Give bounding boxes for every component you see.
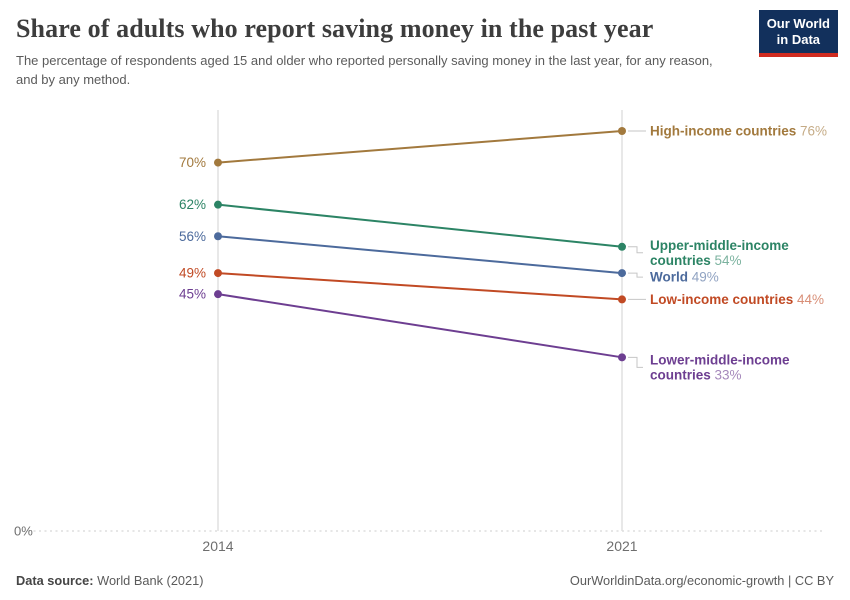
- x-tick-label-2021: 2021: [606, 538, 637, 554]
- data-point-start[interactable]: [214, 158, 222, 167]
- series-line[interactable]: [217, 293, 623, 359]
- y-axis-zero-label: 0%: [14, 524, 33, 539]
- series-line[interactable]: [217, 203, 623, 248]
- label-connector: [628, 246, 643, 254]
- series-line[interactable]: [217, 272, 623, 301]
- footer-links: OurWorldinData.org/economic-growth | CC …: [570, 573, 834, 588]
- data-source-value: World Bank (2021): [97, 573, 204, 588]
- series-label[interactable]: World 49%: [650, 270, 719, 285]
- data-source-label: Data source:: [16, 573, 94, 588]
- series-line[interactable]: [217, 235, 623, 275]
- series-label[interactable]: Upper-middle-income countries 54%: [650, 238, 789, 268]
- x-tick-label-2014: 2014: [202, 538, 233, 554]
- series-start-value-label: 45%: [179, 287, 206, 302]
- data-point-end[interactable]: [618, 242, 626, 251]
- series-label[interactable]: Lower-middle-income countries 33%: [650, 352, 790, 382]
- series-start-value-label: 62%: [179, 197, 206, 212]
- license-link[interactable]: CC BY: [794, 573, 834, 588]
- data-point-end[interactable]: [618, 126, 626, 135]
- data-point-start[interactable]: [214, 269, 222, 278]
- data-point-end[interactable]: [618, 353, 626, 362]
- series-low-income-countries: 49% Low-income countries 44%: [179, 266, 824, 307]
- data-point-start[interactable]: [214, 290, 222, 299]
- series-start-value-label: 56%: [179, 229, 206, 244]
- owid-logo-line2: in Data: [776, 32, 821, 48]
- data-source: Data source: World Bank (2021): [16, 573, 204, 588]
- data-point-start[interactable]: [214, 232, 222, 241]
- series-start-value-label: 49%: [179, 266, 206, 281]
- chart-header: Share of adults who report saving money …: [0, 0, 850, 90]
- data-point-end[interactable]: [618, 269, 626, 278]
- series-label[interactable]: Low-income countries 44%: [650, 292, 824, 307]
- data-point-end[interactable]: [618, 295, 626, 304]
- owid-logo[interactable]: Our World in Data: [758, 10, 838, 57]
- page-title: Share of adults who report saving money …: [16, 14, 654, 43]
- label-connector: [628, 272, 643, 278]
- chart-subtitle: The percentage of respondents aged 15 an…: [16, 52, 713, 88]
- owid-url-link[interactable]: OurWorldinData.org/economic-growth: [569, 573, 785, 588]
- owid-logo-line1: Our World: [766, 16, 830, 31]
- series-lower-middle-income-countries: 45% Lower-middle-income countries 33%: [179, 287, 790, 383]
- label-connector: [628, 356, 643, 368]
- series-line[interactable]: [217, 129, 623, 164]
- data-point-start[interactable]: [214, 200, 222, 209]
- series-high-income-countries: 70% High-income countries 76%: [179, 123, 827, 170]
- series-upper-middle-income-countries: 62% Upper-middle-income countries 54%: [179, 197, 789, 268]
- footer-divider: |: [788, 573, 792, 588]
- series-label[interactable]: High-income countries 76%: [650, 123, 827, 138]
- series-world: 56% World 49%: [179, 229, 719, 285]
- chart-footer: Data source: World Bank (2021) OurWorldi…: [0, 573, 850, 588]
- series-start-value-label: 70%: [179, 155, 206, 170]
